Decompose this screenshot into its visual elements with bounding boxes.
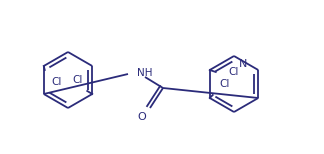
Text: Cl: Cl — [228, 67, 239, 77]
Text: N: N — [239, 59, 248, 69]
Text: Cl: Cl — [220, 79, 230, 89]
Text: Cl: Cl — [72, 75, 82, 85]
Text: Cl: Cl — [52, 77, 62, 87]
Text: O: O — [138, 112, 146, 122]
Text: NH: NH — [137, 68, 153, 78]
